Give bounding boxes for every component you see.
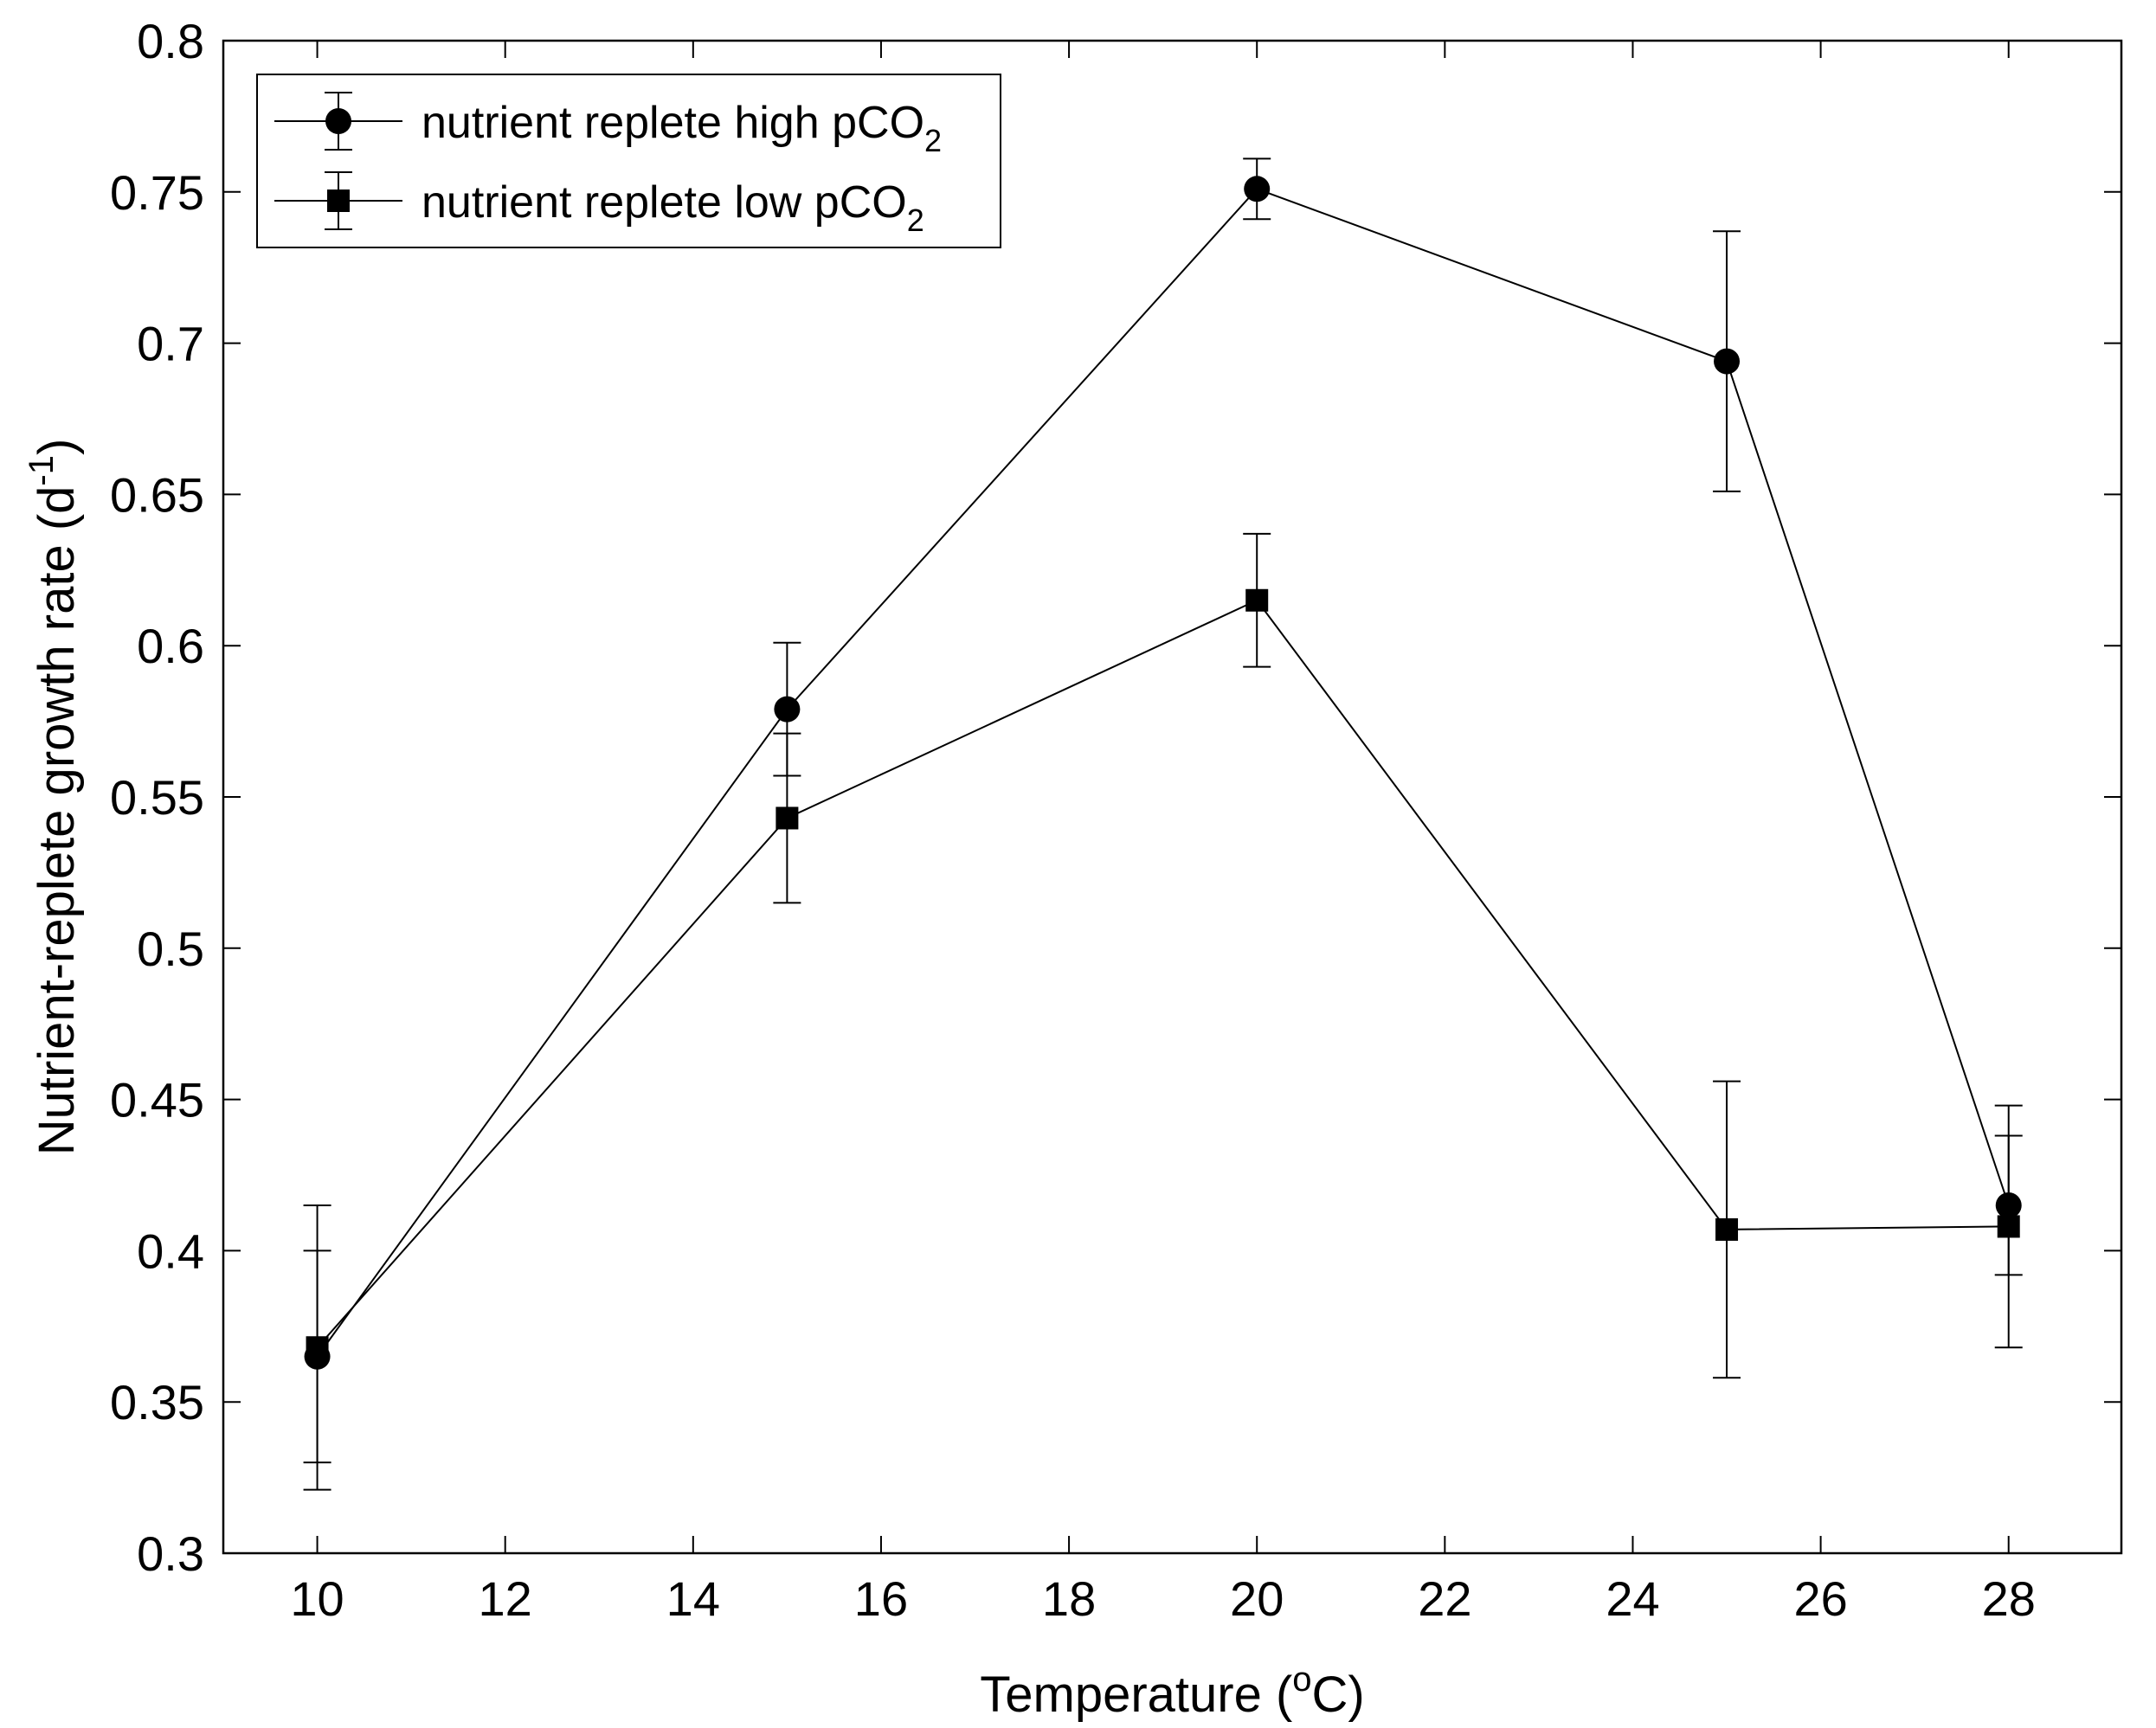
legend-label-main: nutrient replete low pCO [422, 177, 907, 228]
x-axis-label-main: Temperature ( [980, 1667, 1292, 1723]
x-tick-label: 16 [854, 1571, 908, 1626]
legend-box [256, 74, 1001, 248]
x-tick-label: 26 [1793, 1571, 1847, 1626]
y-tick-label: 0.8 [137, 14, 204, 68]
y-axis-label-main: Nutrient-replete growth rate (d [29, 486, 85, 1156]
y-axis-label-sup: -1 [23, 455, 61, 486]
data-point [306, 1336, 329, 1359]
legend-label: nutrient replete high pCO2 [422, 98, 942, 158]
x-tick-label: 14 [666, 1571, 720, 1626]
x-tick-label: 22 [1418, 1571, 1471, 1626]
data-point [1714, 348, 1741, 375]
data-point [774, 696, 801, 723]
x-tick-label: 10 [290, 1571, 344, 1626]
legend-entry: nutrient replete low pCO2 [274, 171, 924, 238]
data-point [1244, 176, 1271, 202]
y-tick-label: 0.75 [110, 165, 204, 220]
legend-entry: nutrient replete high pCO2 [274, 92, 942, 158]
legend-label-main: nutrient replete high pCO [422, 98, 924, 148]
y-axis-label: Nutrient-replete growth rate (d-1) [23, 439, 85, 1156]
y-tick-label: 0.5 [137, 922, 204, 976]
legend-label-sub: 2 [924, 123, 942, 158]
y-tick-label: 0.55 [110, 770, 204, 825]
y-tick-label: 0.7 [137, 317, 204, 371]
legend-marker [327, 190, 350, 212]
axis-ticks: 10 12 14 16 18 20 22 24 26 280.30.350.40.450.50.5… [110, 14, 2121, 1626]
data-point [1245, 588, 1269, 612]
y-tick-label: 0.3 [137, 1526, 204, 1581]
y-tick-label: 0.65 [110, 467, 204, 522]
data-point [1997, 1215, 2020, 1238]
plot-area [303, 157, 2023, 1491]
x-tick-label: 20 [1230, 1571, 1284, 1626]
x-axis-label-sup: o [1292, 1661, 1311, 1699]
x-tick-label: 24 [1606, 1571, 1659, 1626]
data-point [1715, 1217, 1739, 1241]
y-tick-label: 0.4 [137, 1224, 204, 1278]
x-tick-label: 18 [1042, 1571, 1096, 1626]
y-tick-label: 0.35 [110, 1375, 204, 1429]
legend-label: nutrient replete low pCO2 [422, 177, 924, 238]
x-tick-label: 28 [1982, 1571, 2036, 1626]
x-axis-label: Temperature (oC) [980, 1661, 1364, 1723]
y-tick-label: 0.45 [110, 1073, 204, 1127]
y-tick-label: 0.6 [137, 619, 204, 673]
series-low-pco2 [303, 532, 2023, 1491]
x-tick-label: 12 [479, 1571, 532, 1626]
x-axis-label-tail: C) [1312, 1667, 1365, 1723]
y-axis-label-tail: ) [29, 439, 85, 455]
data-point [776, 806, 799, 830]
legend-marker [325, 108, 351, 134]
legend-label-sub: 2 [907, 202, 924, 238]
